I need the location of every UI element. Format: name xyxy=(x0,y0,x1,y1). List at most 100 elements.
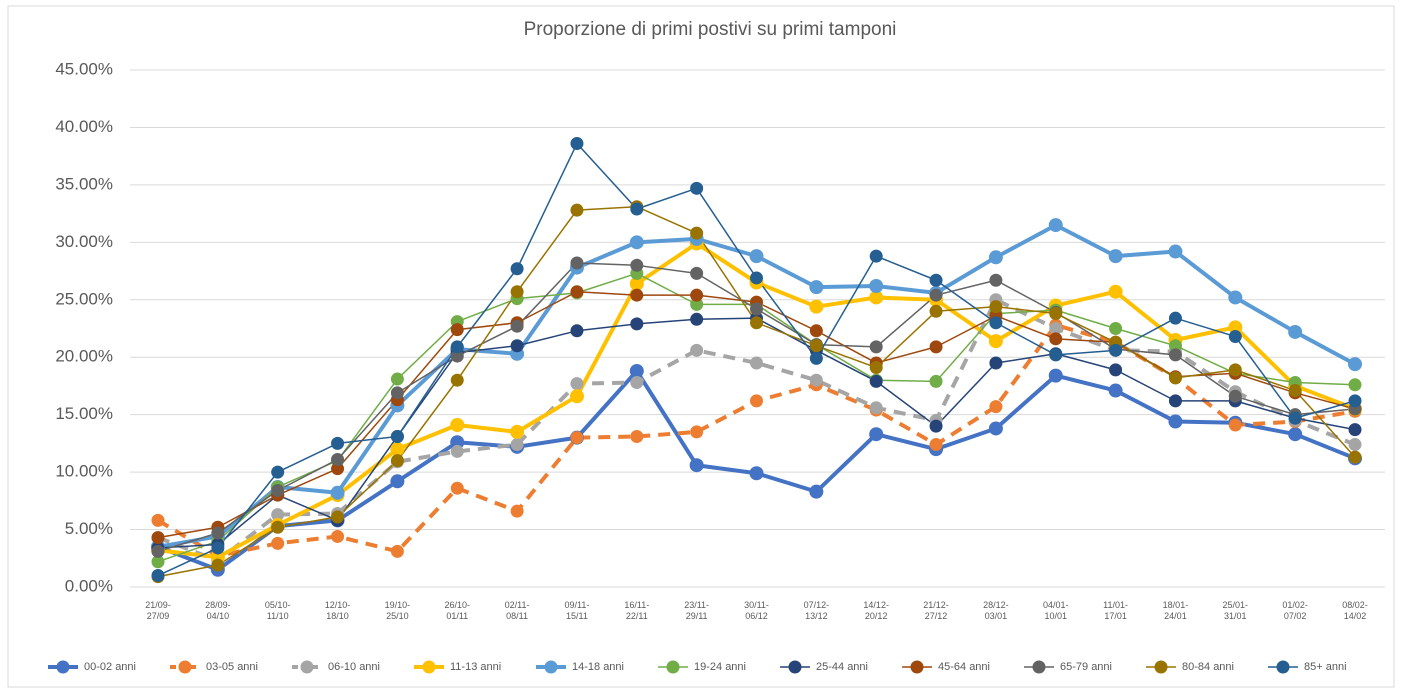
data-point xyxy=(750,356,763,370)
data-point xyxy=(989,400,1003,414)
data-point xyxy=(151,569,165,583)
legend-marker xyxy=(178,660,192,674)
data-point xyxy=(331,452,345,466)
x-tick-label: 12/10-18/10 xyxy=(324,600,351,621)
data-point xyxy=(1228,290,1243,305)
data-point xyxy=(1048,368,1063,383)
data-point xyxy=(690,343,704,357)
data-point xyxy=(630,258,644,272)
data-point xyxy=(809,373,823,387)
legend-label: 14-18 anni xyxy=(572,661,624,673)
data-point xyxy=(630,202,644,216)
data-point xyxy=(988,334,1003,349)
data-point xyxy=(1228,330,1242,344)
data-point xyxy=(1228,389,1242,403)
data-point xyxy=(1228,320,1243,335)
data-point xyxy=(570,137,584,151)
x-tick-label: 02/11-08/11 xyxy=(504,600,530,621)
x-tick-label: 16/11-22/11 xyxy=(624,600,650,621)
data-point xyxy=(869,401,883,415)
legend-marker xyxy=(666,660,680,674)
x-tick-label: 18/01-24/01 xyxy=(1162,600,1189,621)
x-tick-label: 21/09-27/09 xyxy=(145,600,171,621)
y-tick-label: 30.00% xyxy=(55,232,113,251)
data-point xyxy=(1109,322,1123,335)
data-point xyxy=(869,278,884,293)
data-point xyxy=(271,483,285,497)
data-point xyxy=(151,555,165,569)
data-point xyxy=(151,513,165,527)
data-point xyxy=(809,484,824,499)
data-point xyxy=(390,442,405,457)
data-point xyxy=(689,458,704,473)
legend-marker xyxy=(300,660,314,674)
x-tick-label: 28/12-03/01 xyxy=(983,600,1009,621)
legend-label: 80-84 anni xyxy=(1182,661,1234,673)
data-point xyxy=(271,465,285,479)
y-tick-label: 25.00% xyxy=(55,289,113,308)
x-tick-label: 25/01-31/01 xyxy=(1222,600,1249,621)
legend-label: 19-24 anni xyxy=(694,661,746,673)
data-point xyxy=(510,262,524,276)
data-point xyxy=(211,558,225,572)
data-point xyxy=(1348,394,1362,408)
data-point xyxy=(1168,311,1182,325)
legend-label: 25-44 anni xyxy=(816,661,868,673)
x-tick-label: 28/09-04/10 xyxy=(205,600,231,621)
data-point xyxy=(869,361,883,375)
data-point xyxy=(690,288,704,302)
data-point xyxy=(809,339,823,353)
data-point xyxy=(1049,307,1063,321)
data-point xyxy=(1348,378,1362,392)
legend-marker xyxy=(910,660,924,674)
x-tick-label: 14/12-20/12 xyxy=(863,600,889,621)
data-point xyxy=(1348,450,1362,464)
x-tick-label: 19/10-25/10 xyxy=(384,600,411,621)
data-point xyxy=(151,531,165,545)
data-point xyxy=(1048,218,1063,233)
data-point xyxy=(1049,332,1063,346)
data-point xyxy=(570,256,584,270)
legend-label: 03-05 anni xyxy=(206,661,258,673)
data-point xyxy=(1049,322,1063,335)
data-point xyxy=(1168,394,1182,408)
data-point xyxy=(869,374,883,388)
data-point xyxy=(271,508,285,522)
data-point xyxy=(1348,357,1362,372)
data-point xyxy=(570,203,584,217)
data-point xyxy=(1168,414,1183,429)
data-point xyxy=(690,266,704,280)
data-point xyxy=(690,425,704,439)
x-tick-label: 01/02-07/02 xyxy=(1282,600,1308,621)
data-point xyxy=(750,316,763,330)
data-point xyxy=(510,504,524,518)
data-point xyxy=(750,302,763,316)
data-point xyxy=(450,435,465,450)
legend-label: 65-79 anni xyxy=(1060,661,1112,673)
data-point xyxy=(570,431,584,445)
data-point xyxy=(271,520,285,534)
data-point xyxy=(510,285,524,299)
data-point xyxy=(450,323,464,337)
chart-title: Proporzione di primi postivi su primi ta… xyxy=(524,19,897,40)
data-point xyxy=(211,526,225,540)
data-point xyxy=(151,544,165,558)
data-point xyxy=(630,375,644,389)
data-point xyxy=(1288,324,1303,339)
data-point xyxy=(1168,339,1182,353)
data-point xyxy=(570,377,584,391)
y-tick-label: 20.00% xyxy=(55,347,113,366)
data-point xyxy=(869,340,883,354)
data-point xyxy=(809,324,823,338)
data-point xyxy=(869,249,883,263)
data-point xyxy=(1228,418,1242,432)
data-point xyxy=(390,544,404,558)
x-tick-label: 09/11-15/11 xyxy=(564,600,590,621)
data-point xyxy=(1168,371,1182,385)
legend-label: 00-02 anni xyxy=(84,661,136,673)
data-point xyxy=(989,300,1003,314)
x-tick-label: 21/12-27/12 xyxy=(923,600,949,621)
legend-marker xyxy=(1154,660,1168,674)
data-point xyxy=(1348,438,1362,452)
data-point xyxy=(929,340,943,354)
